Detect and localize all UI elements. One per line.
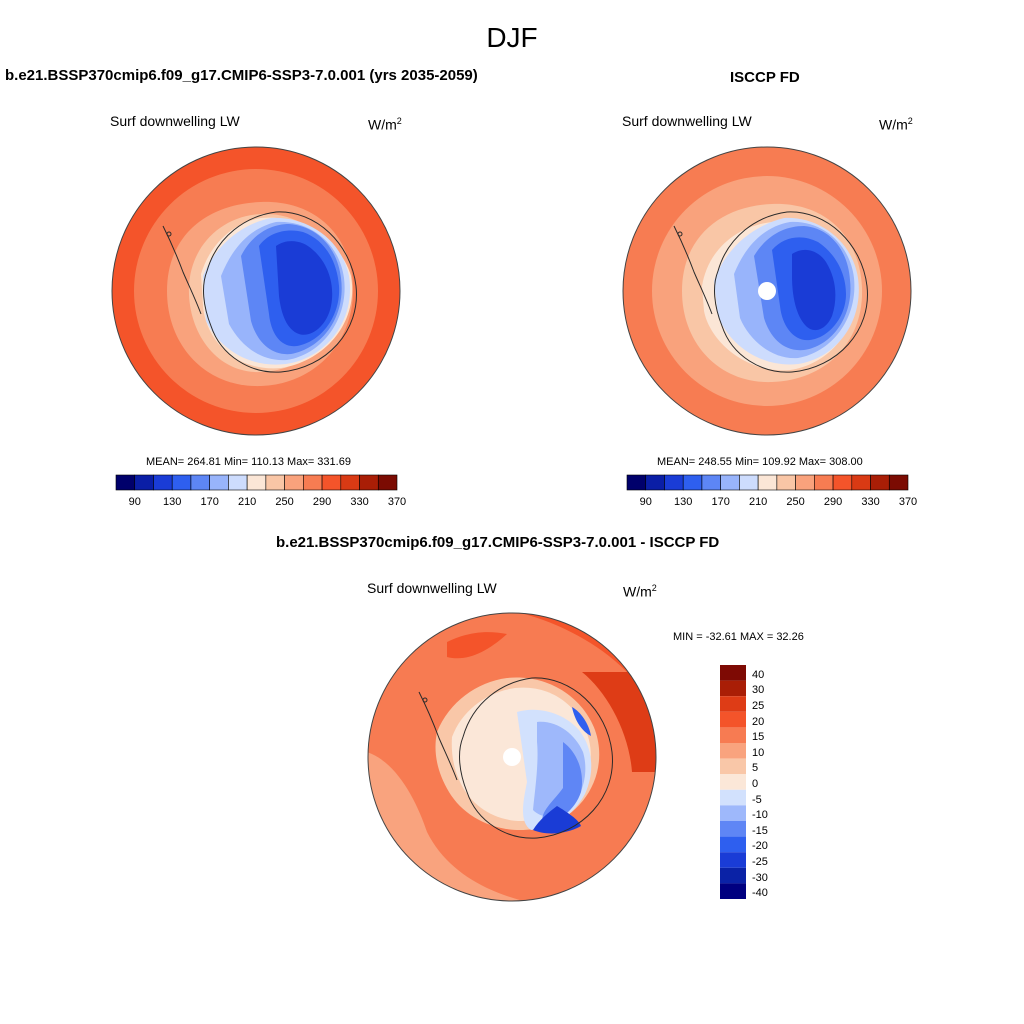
diff-colorbar-swatch [720,836,746,853]
diff-panel-title: b.e21.BSSP370cmip6.f09_g17.CMIP6-SSP3-7.… [276,534,720,551]
model-colorbar-swatch [246,474,267,491]
obs-colorbar-swatch [701,474,721,491]
diff-colorbar-swatch [720,743,746,759]
diff-colorbar-swatch [720,665,746,681]
obs-colorbar-swatch [664,474,684,491]
diff-colorbar-swatch [720,711,746,728]
obs-colorbar [626,474,909,491]
diff-colorbar-tick: 15 [752,731,765,744]
obs-units-label: W/m2 [879,116,913,133]
diff-colorbar-tick: -5 [752,793,762,806]
model-colorbar-swatch [171,474,192,491]
obs-colorbar-swatch [645,474,665,491]
model-colorbar-swatch [190,474,210,491]
model-colorbar-tick: 130 [163,496,182,508]
diff-colorbar-tick: -30 [752,871,768,884]
diff-colorbar-tick: 0 [752,778,759,790]
model-colorbar-swatch [359,474,379,491]
diff-colorbar-swatch [720,867,746,884]
obs-colorbar-swatch [720,474,740,491]
diff-colorbar-swatch [720,883,746,899]
diff-polar-map [367,612,657,902]
diff-colorbar-tick: 5 [752,762,759,775]
diff-colorbar-tick: 40 [752,668,765,681]
model-colorbar-swatch [265,474,285,491]
obs-colorbar-ticks: 90 130 170 210 250 290 330 370 [627,496,918,510]
model-colorbar-tick: 370 [387,496,407,508]
diff-colorbar-tick: -15 [752,824,768,837]
diff-colorbar-swatch [720,789,746,806]
model-stats: MEAN= 264.81 Min= 110.13 Max= 331.69 [146,456,351,468]
diff-colorbar-tick: -20 [752,840,768,853]
obs-colorbar-swatch [776,474,796,491]
diff-colorbar-ticks: 40 30 25 20 15 10 5 0 -5 -10 -15 -20 -25 -30 -40 [752,665,792,899]
diff-colorbar-swatch [720,774,746,790]
season-title: DJF [486,22,538,53]
diff-colorbar-swatch [720,727,746,743]
diff-colorbar-swatch [720,696,746,712]
obs-variable-label: Surf downwelling LW [622,113,752,129]
model-colorbar-tick: 290 [312,496,332,508]
obs-colorbar-swatch [832,474,853,491]
model-colorbar-swatch [153,474,173,491]
obs-colorbar-swatch [851,474,871,491]
model-colorbar-swatch [209,474,229,491]
diff-colorbar-swatch [720,852,746,868]
model-colorbar-tick: 250 [275,496,294,508]
model-variable-label: Surf downwelling LW [110,113,240,129]
model-colorbar-tick: 90 [128,496,141,508]
obs-colorbar-tick: 290 [823,496,843,508]
model-colorbar-swatch [303,474,323,491]
diff-colorbar-tick: 20 [752,715,765,728]
obs-colorbar-swatch [870,474,890,491]
model-colorbar-swatch [134,474,154,491]
model-colorbar-swatch [340,474,360,491]
model-colorbar-ticks: 90 130 170 210 250 290 330 370 [116,496,407,510]
model-colorbar-swatch [228,474,248,491]
model-polar-map [111,146,401,436]
obs-colorbar-tick: 250 [786,496,805,508]
obs-panel-title: ISCCP FD [730,69,800,86]
model-colorbar-swatch [284,474,304,491]
model-colorbar-tick: 330 [350,496,369,508]
diff-variable-label: Surf downwelling LW [367,580,497,596]
diff-colorbar-tick: 10 [752,746,765,759]
diff-colorbar-swatch [720,821,746,837]
model-colorbar-swatch [321,474,342,491]
diff-colorbar-tick: 30 [752,684,765,697]
obs-colorbar-swatch [795,474,815,491]
obs-colorbar-tick: 330 [861,496,880,508]
diff-colorbar-tick: -10 [752,809,768,822]
obs-colorbar-tick: 210 [748,496,768,508]
diff-colorbar-swatch [720,758,746,775]
diff-colorbar [720,665,746,899]
diff-colorbar-tick: -25 [752,856,768,868]
obs-stats: MEAN= 248.55 Min= 109.92 Max= 308.00 [657,456,863,468]
diff-colorbar-swatch [720,805,746,821]
model-colorbar-swatch [377,474,398,491]
diff-colorbar-tick: 25 [752,700,765,712]
obs-colorbar-swatch [739,474,759,491]
diff-colorbar-tick: -40 [752,887,768,900]
obs-colorbar-swatch [757,474,778,491]
obs-colorbar-tick: 130 [674,496,693,508]
obs-colorbar-tick: 170 [711,496,730,508]
model-colorbar-swatch [115,474,136,491]
model-colorbar-tick: 170 [200,496,219,508]
obs-colorbar-swatch [814,474,834,491]
obs-colorbar-swatch [682,474,703,491]
obs-colorbar-tick: 370 [898,496,918,508]
diff-colorbar-swatch [720,680,746,697]
obs-colorbar-swatch [626,474,647,491]
diff-stats: MIN = -32.61 MAX = 32.26 [673,631,804,643]
obs-polar-map [622,146,912,436]
model-panel-title: b.e21.BSSP370cmip6.f09_g17.CMIP6-SSP3-7.… [5,67,478,84]
model-units-label: W/m2 [368,116,402,133]
model-colorbar [115,474,398,491]
model-colorbar-tick: 210 [237,496,257,508]
obs-colorbar-swatch [888,474,909,491]
obs-colorbar-tick: 90 [639,496,652,508]
diff-units-label: W/m2 [623,583,657,600]
